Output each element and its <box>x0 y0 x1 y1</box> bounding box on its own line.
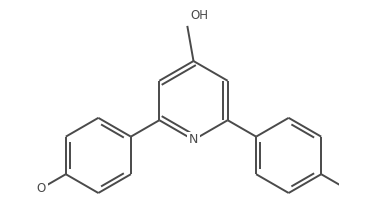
Text: O: O <box>37 182 46 195</box>
Text: OH: OH <box>190 9 208 22</box>
Text: N: N <box>189 133 198 146</box>
